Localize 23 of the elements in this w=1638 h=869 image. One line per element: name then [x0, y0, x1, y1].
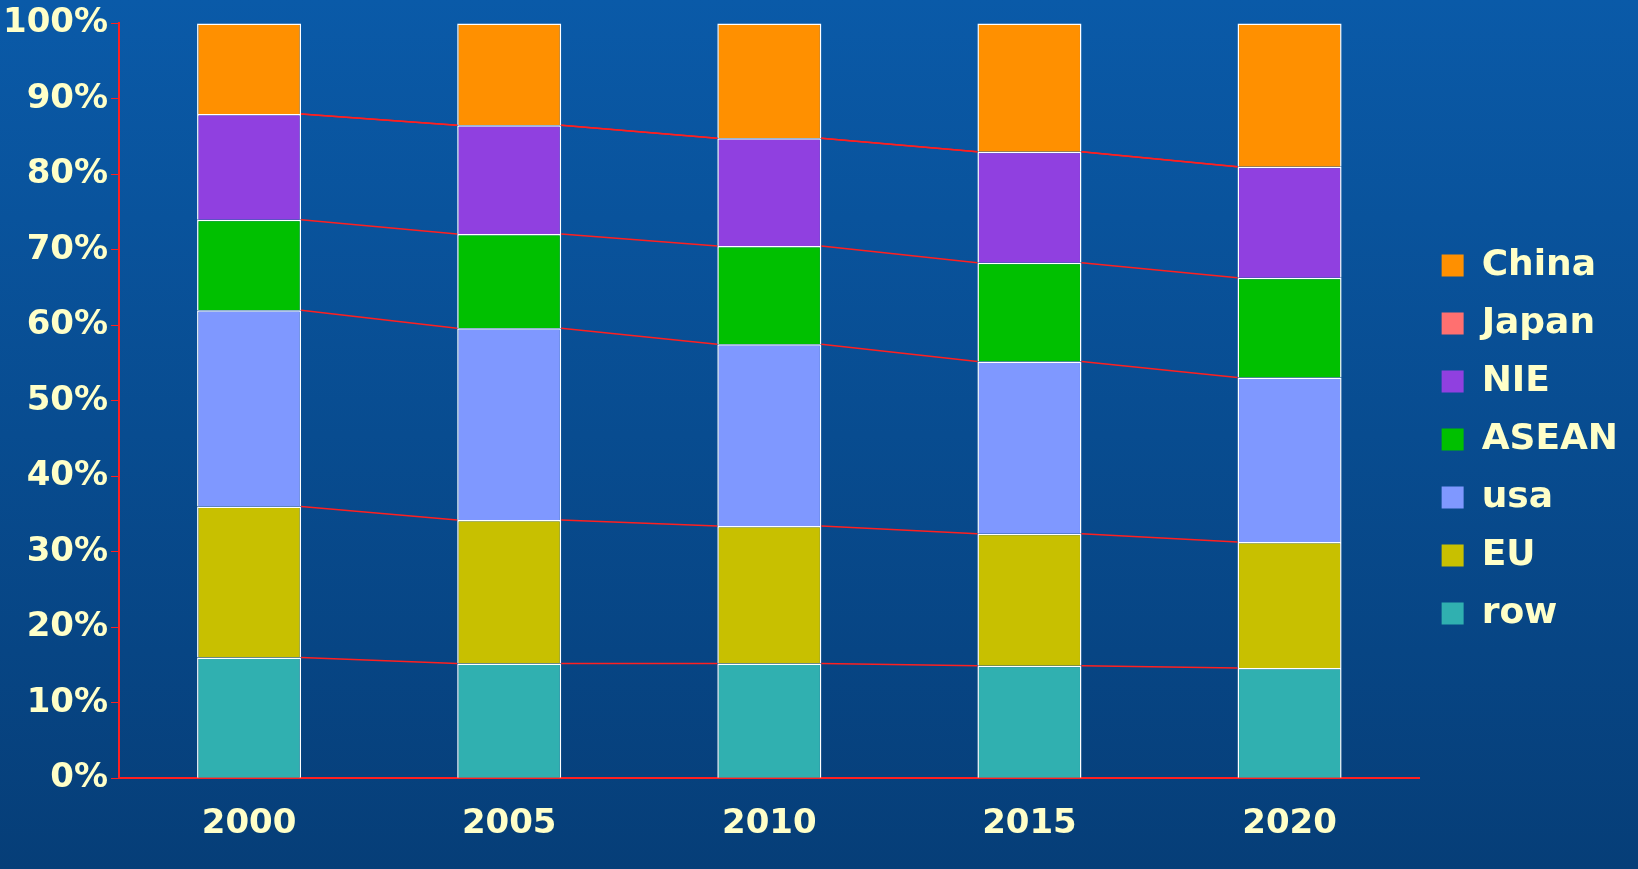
x-tick-label: 2005 — [461, 801, 557, 842]
y-tick-label: 60% — [26, 302, 109, 343]
y-tick-label: 10% — [26, 679, 109, 720]
y-tick-label: 90% — [26, 75, 109, 116]
y-tick-label: 30% — [26, 528, 109, 569]
legend-label: ASEAN — [1481, 415, 1618, 457]
legend-label: Japan — [1478, 299, 1596, 341]
y-tick-label: 80% — [26, 151, 109, 192]
legend-label: EU — [1481, 531, 1536, 573]
x-tick-label: 2020 — [1242, 801, 1337, 842]
legend-label: China — [1481, 241, 1596, 283]
y-tick-label: 70% — [26, 226, 109, 267]
legend-label: NIE — [1481, 357, 1550, 399]
x-tick-label: 2000 — [201, 801, 297, 842]
y-tick-label: 40% — [26, 453, 109, 494]
legend-label: usa — [1481, 473, 1553, 515]
y-tick-label: 20% — [26, 604, 109, 645]
y-tick-label: 100% — [2, 0, 109, 41]
legend-label: row — [1481, 589, 1558, 631]
y-tick-label: 50% — [26, 377, 109, 418]
x-tick-label: 2010 — [722, 801, 817, 842]
x-tick-label: 2015 — [982, 801, 1077, 842]
y-tick-label: 0% — [50, 755, 109, 796]
